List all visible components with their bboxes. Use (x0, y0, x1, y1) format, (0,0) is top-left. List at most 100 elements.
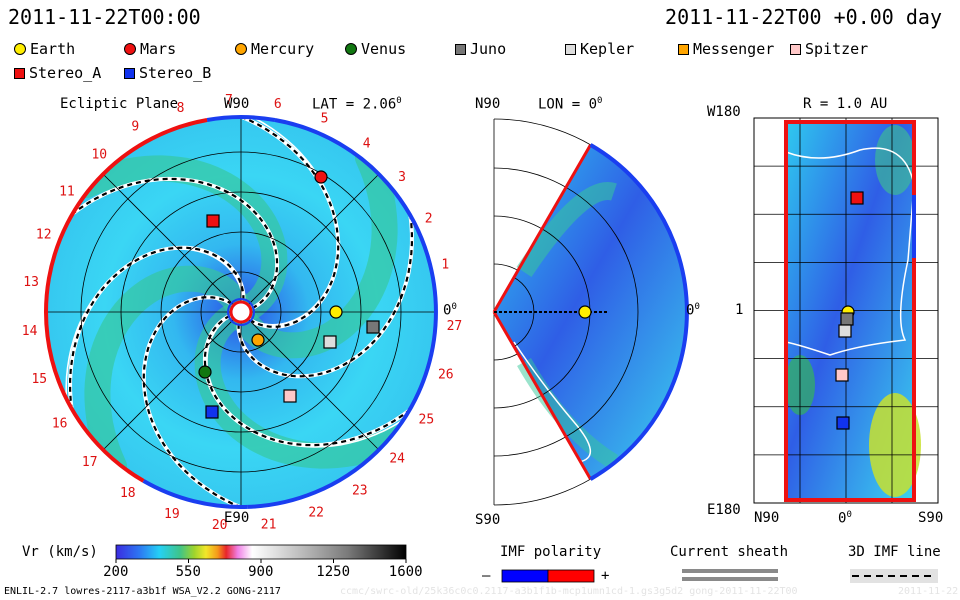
kepler-marker-icon (323, 335, 337, 349)
high-speed-stream (84, 265, 249, 480)
mercury-marker-icon (251, 333, 265, 347)
imf-polarity-positive (547, 569, 595, 583)
polarity-ring-negative (142, 479, 248, 509)
meridional-bottom-label: S90 (475, 512, 501, 528)
high-speed-stream (869, 393, 921, 497)
mars-marker-icon (314, 170, 328, 184)
stereo-a-marker-icon (206, 214, 220, 228)
legend-item-kepler: Kepler (565, 40, 634, 58)
current-sheet-line (513, 341, 591, 463)
sector-number: 3 (398, 170, 406, 185)
spacecraft-marker-icon (790, 43, 801, 55)
legend-label: Messenger (693, 40, 775, 58)
sector-number: 24 (389, 452, 405, 467)
legend-label: Mars (140, 40, 177, 58)
sector-number: 16 (52, 416, 68, 431)
colorbar-tick-label: 200 (103, 564, 128, 580)
sector-number: 17 (82, 455, 98, 470)
datetime-right: 2011-11-22T00 +0.00 day (665, 5, 942, 29)
sphere-bottom-left: E180 (707, 502, 741, 518)
run-id-footer: ccmc/swrc-old/25k36c0c0.2117-a3b1f1b-mcp… (340, 586, 798, 597)
sphere-bottom-n90: N90 (754, 510, 780, 526)
sector-number: 9 (131, 119, 139, 134)
venus-marker-icon (198, 365, 212, 379)
sun-ring (227, 298, 255, 326)
sphere-top-left: W180 (707, 104, 741, 120)
colorbar-tick-label: 1600 (389, 564, 423, 580)
sphere-bottom-s90: S90 (918, 510, 944, 526)
colorbar-tick-label: 550 (176, 564, 201, 580)
sector-number: 20 (212, 518, 228, 533)
imf-line (69, 177, 279, 310)
legend-item-venus: Venus (345, 40, 406, 58)
spitzer-marker-icon (283, 389, 297, 403)
sector-number: 6 (274, 97, 282, 112)
spacecraft-marker-icon (124, 67, 135, 79)
legend-item-mars: Mars (124, 40, 176, 58)
legend-label: Earth (30, 40, 76, 58)
polarity-ring-negative (589, 143, 689, 481)
imf-line (237, 212, 413, 378)
sector-number: 25 (419, 412, 435, 427)
legend-item-earth: Earth (14, 40, 75, 58)
sector-number: 1 (441, 257, 449, 272)
high-speed-stream (516, 182, 617, 277)
earth-marker-icon (578, 305, 592, 319)
polarity-ring-negative (206, 115, 276, 122)
colorbar-tick-label: 1250 (316, 564, 350, 580)
current-sheath-label: Current sheath (670, 544, 789, 560)
legend-label: Stereo_B (139, 64, 212, 82)
stereo-b-marker-icon (836, 416, 850, 430)
sector-number: 22 (308, 506, 324, 521)
imf-polarity-negative (501, 569, 549, 583)
colorbar-tick-label: 900 (248, 564, 273, 580)
imf-line-label: 3D IMF line (848, 544, 941, 560)
high-speed-stream (194, 304, 409, 469)
sector-number: 11 (59, 184, 75, 199)
sector-number: 4 (363, 136, 371, 151)
sector-number: 23 (352, 483, 368, 498)
datetime-left: 2011-11-22T00:00 (8, 5, 201, 29)
current-sheet-line (785, 147, 915, 356)
spacecraft-marker-icon (14, 67, 25, 79)
planet-marker-icon (345, 43, 357, 55)
sector-number: 2 (425, 211, 433, 226)
sector-number: 10 (91, 148, 107, 163)
sector-number: 5 (321, 111, 329, 126)
stereo-b-marker-icon (205, 405, 219, 419)
polarity-edge-positive (492, 144, 592, 313)
legend-item-mercury: Mercury (235, 40, 314, 58)
spacecraft-marker-icon (678, 43, 689, 55)
ecliptic-right-label: 00 (443, 302, 457, 319)
polarity-ring-positive (44, 118, 208, 483)
ecliptic-top-label: W90 (224, 96, 250, 112)
high-speed-stream (73, 155, 288, 320)
juno-marker-icon (366, 320, 380, 334)
ecliptic-lat-label: LAT = 2.060 (312, 96, 402, 113)
ecliptic-title: Ecliptic Plane (60, 96, 179, 112)
sector-number: 8 (177, 101, 185, 116)
sphere-title: R = 1.0 AU (803, 96, 888, 112)
meridional-lon-label: LON = 00 (538, 96, 603, 113)
sector-number: 27 (447, 319, 463, 334)
legend-item-stereo_b: Stereo_B (124, 64, 211, 82)
model-footer: ENLIL-2.7 lowres-2117-a3b1f WSA_V2.2 GON… (4, 586, 281, 597)
planet-marker-icon (124, 43, 136, 55)
spacecraft-marker-icon (565, 43, 576, 55)
sector-number: 13 (23, 275, 39, 290)
meridional-right-label: 00 (686, 302, 700, 319)
meridional-grid-ring (513, 277, 535, 347)
planet-marker-icon (14, 43, 26, 55)
meridional-grid-ring (565, 186, 639, 438)
legend-label: Stereo_A (29, 64, 102, 82)
sector-number: 21 (261, 517, 277, 532)
date-footer: 2011-11-22 (898, 586, 959, 597)
earth-marker-icon (329, 305, 343, 319)
legend-label: Kepler (580, 40, 635, 58)
colorbar (115, 544, 407, 560)
planet-marker-icon (235, 43, 247, 55)
legend-item-messenger: Messenger (678, 40, 774, 58)
